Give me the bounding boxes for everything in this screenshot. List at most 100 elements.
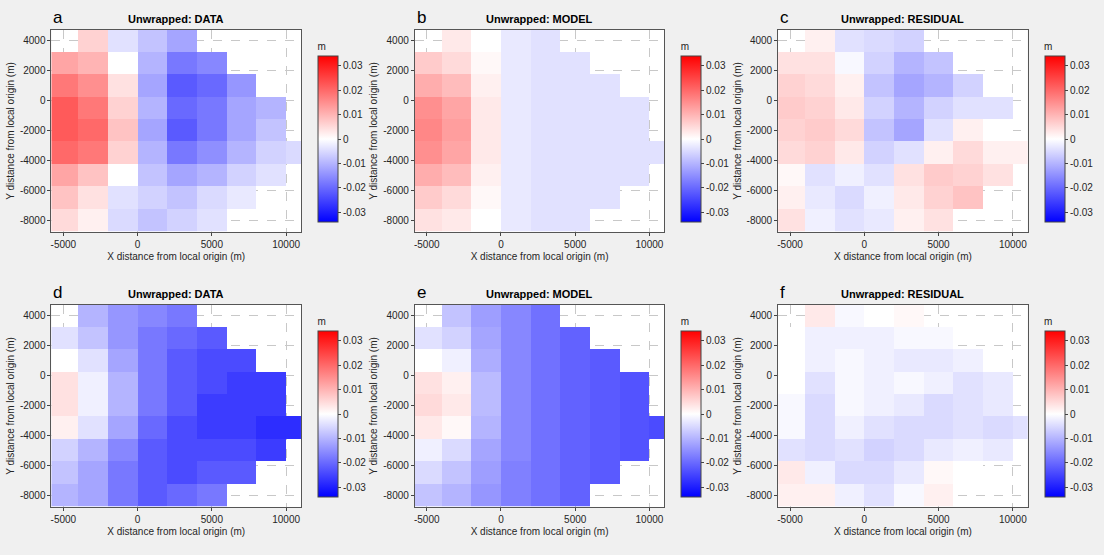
svg-text:X distance from local origin (: X distance from local origin (m) [471, 526, 609, 537]
svg-text:-8000: -8000 [383, 215, 409, 226]
svg-text:0.03: 0.03 [343, 335, 363, 346]
svg-text:-0.01: -0.01 [706, 433, 729, 444]
svg-text:c: c [780, 8, 789, 27]
svg-text:0.03: 0.03 [1070, 335, 1090, 346]
svg-text:0: 0 [1070, 134, 1076, 145]
svg-text:-6000: -6000 [747, 460, 773, 471]
svg-text:X distance from local origin (: X distance from local origin (m) [834, 251, 972, 262]
svg-text:-4000: -4000 [747, 430, 773, 441]
svg-text:0: 0 [343, 134, 349, 145]
svg-text:-0.03: -0.03 [706, 482, 729, 493]
svg-text:0: 0 [343, 409, 349, 420]
svg-text:0: 0 [767, 370, 773, 381]
svg-text:-0.02: -0.02 [706, 182, 729, 193]
svg-text:Unwrapped: DATA: Unwrapped: DATA [128, 13, 224, 25]
svg-text:10000: 10000 [999, 239, 1027, 250]
svg-text:d: d [53, 283, 62, 302]
svg-text:-6000: -6000 [20, 460, 46, 471]
svg-text:0.01: 0.01 [706, 384, 726, 395]
svg-text:0.02: 0.02 [706, 360, 726, 371]
svg-text:0.01: 0.01 [343, 384, 363, 395]
svg-text:-8000: -8000 [383, 490, 409, 501]
svg-text:2000: 2000 [750, 340, 773, 351]
svg-text:0.03: 0.03 [706, 335, 726, 346]
svg-text:10000: 10000 [999, 514, 1027, 525]
svg-text:-8000: -8000 [747, 215, 773, 226]
svg-text:m: m [1044, 316, 1052, 327]
svg-text:0.02: 0.02 [706, 85, 726, 96]
svg-text:a: a [53, 8, 63, 27]
svg-text:2000: 2000 [23, 340, 46, 351]
svg-text:4000: 4000 [387, 310, 410, 321]
svg-text:Y distance from local origin (: Y distance from local origin (m) [368, 62, 379, 200]
svg-text:5000: 5000 [201, 514, 224, 525]
svg-text:4000: 4000 [23, 35, 46, 46]
svg-text:-0.02: -0.02 [1070, 457, 1093, 468]
svg-text:-8000: -8000 [20, 215, 46, 226]
svg-text:0: 0 [706, 134, 712, 145]
svg-text:-0.01: -0.01 [343, 433, 366, 444]
svg-text:5000: 5000 [927, 514, 950, 525]
svg-text:-8000: -8000 [747, 490, 773, 501]
svg-text:Y distance from local origin (: Y distance from local origin (m) [732, 337, 743, 475]
svg-text:-5000: -5000 [51, 239, 77, 250]
svg-text:-0.03: -0.03 [706, 207, 729, 218]
svg-text:0.01: 0.01 [1070, 109, 1090, 120]
svg-text:2000: 2000 [387, 340, 410, 351]
svg-text:f: f [780, 283, 785, 302]
svg-text:Unwrapped: MODEL: Unwrapped: MODEL [486, 288, 593, 300]
svg-text:0: 0 [40, 95, 46, 106]
svg-text:-2000: -2000 [383, 400, 409, 411]
svg-text:m: m [317, 41, 325, 52]
svg-text:-5000: -5000 [414, 239, 440, 250]
svg-text:-6000: -6000 [20, 185, 46, 196]
svg-text:-2000: -2000 [747, 400, 773, 411]
svg-text:-6000: -6000 [747, 185, 773, 196]
svg-text:Unwrapped: RESIDUAL: Unwrapped: RESIDUAL [841, 13, 964, 25]
svg-text:5000: 5000 [927, 239, 950, 250]
svg-text:0: 0 [135, 239, 141, 250]
svg-text:0: 0 [40, 370, 46, 381]
svg-text:m: m [681, 316, 689, 327]
svg-text:0: 0 [1070, 409, 1076, 420]
svg-text:-2000: -2000 [747, 125, 773, 136]
svg-text:-5000: -5000 [51, 514, 77, 525]
svg-text:0: 0 [706, 409, 712, 420]
svg-text:-0.03: -0.03 [1070, 482, 1093, 493]
svg-text:-6000: -6000 [383, 460, 409, 471]
svg-text:0: 0 [862, 239, 868, 250]
svg-text:0: 0 [403, 370, 409, 381]
svg-text:-0.02: -0.02 [1070, 182, 1093, 193]
svg-text:-5000: -5000 [777, 514, 803, 525]
svg-text:-8000: -8000 [20, 490, 46, 501]
svg-text:10000: 10000 [636, 239, 664, 250]
svg-text:0: 0 [767, 95, 773, 106]
svg-text:Y distance from local origin (: Y distance from local origin (m) [5, 337, 16, 475]
svg-text:0.03: 0.03 [1070, 60, 1090, 71]
svg-text:0.01: 0.01 [343, 109, 363, 120]
svg-text:Y distance from local origin (: Y distance from local origin (m) [368, 337, 379, 475]
svg-text:0: 0 [135, 514, 141, 525]
svg-text:-2000: -2000 [20, 125, 46, 136]
svg-text:Unwrapped: MODEL: Unwrapped: MODEL [486, 13, 593, 25]
svg-text:-0.01: -0.01 [1070, 158, 1093, 169]
svg-text:0.02: 0.02 [343, 85, 363, 96]
svg-text:5000: 5000 [564, 239, 587, 250]
svg-text:Y distance from local origin (: Y distance from local origin (m) [732, 62, 743, 200]
svg-text:5000: 5000 [564, 514, 587, 525]
svg-text:-0.02: -0.02 [343, 182, 366, 193]
svg-text:Y distance from local origin (: Y distance from local origin (m) [5, 62, 16, 200]
svg-text:X distance from local origin (: X distance from local origin (m) [834, 526, 972, 537]
svg-text:-0.01: -0.01 [1070, 433, 1093, 444]
svg-text:-0.02: -0.02 [343, 457, 366, 468]
svg-text:0.02: 0.02 [1070, 85, 1090, 96]
svg-text:m: m [317, 316, 325, 327]
svg-text:-4000: -4000 [20, 155, 46, 166]
svg-text:-0.03: -0.03 [343, 207, 366, 218]
svg-text:e: e [417, 283, 426, 302]
svg-text:0.01: 0.01 [1070, 384, 1090, 395]
svg-text:4000: 4000 [750, 35, 773, 46]
svg-text:0.01: 0.01 [706, 109, 726, 120]
svg-text:0: 0 [862, 514, 868, 525]
svg-text:X distance from local origin (: X distance from local origin (m) [107, 526, 245, 537]
